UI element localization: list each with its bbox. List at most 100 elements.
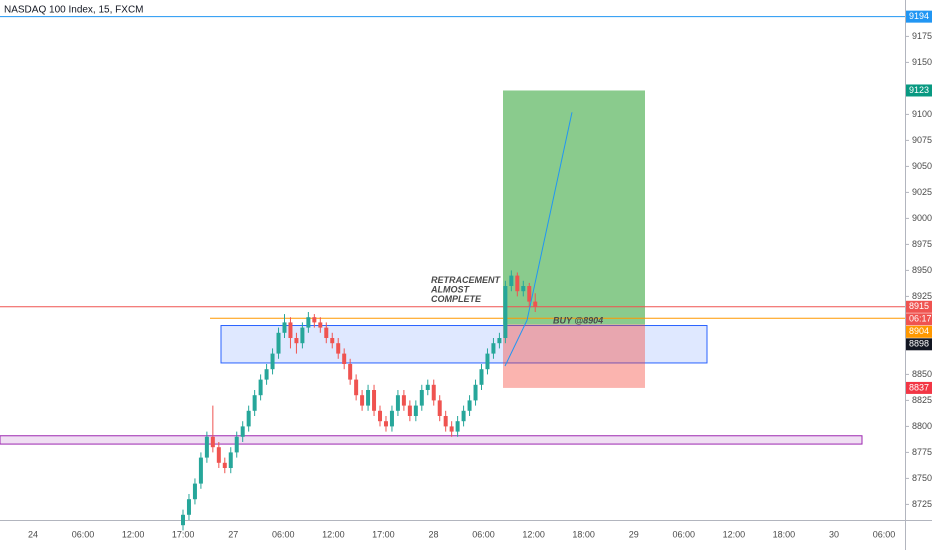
y-tick-label: 8950 [912,265,932,275]
x-tick-label: 30 [829,529,839,539]
y-tick-label: 9050 [912,161,932,171]
candle-body [449,426,454,432]
candle-body [228,452,233,468]
x-tick-label: 06:00 [272,529,295,539]
y-tick-label: 8825 [912,395,932,405]
candle-body [366,390,371,406]
y-tick-label: 9000 [912,213,932,223]
candle-body [479,369,484,385]
candle-body [372,390,377,411]
x-tick-label: 06:00 [673,529,696,539]
y-tick-label: 8925 [912,291,932,301]
candle-body [407,405,412,416]
annotation-line: RETRACEMENT [431,275,502,285]
candle-body [461,410,466,422]
candle-body [455,421,460,432]
price-badge [906,84,932,97]
candle-body [395,395,400,411]
y-tick-label: 8775 [912,447,932,457]
candle-body [276,332,281,354]
price-badge-label: 8898 [909,339,929,349]
candle-body [521,286,526,292]
candle-body [485,353,490,370]
x-tick-label: 12:00 [122,529,145,539]
x-tick-label: 06:00 [873,529,896,539]
candle-body [258,379,263,396]
x-tick-label: 12:00 [522,529,545,539]
y-tick-label: 8750 [912,473,932,483]
candle-body [360,395,365,406]
x-tick-label: 27 [228,529,238,539]
candle-body [533,301,538,307]
annotation: RETRACEMENT ALMOST COMPLETE [430,275,502,304]
x-tick-label: 12:00 [322,529,345,539]
projection-line [504,112,573,367]
candle-body [467,400,472,411]
candle-body [419,390,424,406]
y-tick-label: 8975 [912,239,932,249]
candle-body [318,322,323,328]
candle-body [527,286,532,302]
x-tick-label: 18:00 [773,529,796,539]
x-tick-label: 12:00 [723,529,746,539]
price-badge-label: 9123 [909,85,929,95]
candle-body [383,421,388,427]
annotation: BUY @8904 [553,315,603,325]
y-tick-label: 9150 [912,57,932,67]
y-tick-label: 9175 [912,31,932,41]
y-tick-label: 9100 [912,109,932,119]
stop-zone [503,324,645,388]
x-tick-label: 17:00 [372,529,395,539]
x-tick-label: 24 [28,529,38,539]
candle-body [210,436,215,448]
candle-body [300,327,305,344]
price-badge [906,381,932,394]
candle-body [515,275,520,292]
candle-body [336,343,341,354]
candle-body [192,483,197,500]
candle-body [198,457,203,484]
candle-body [246,410,251,427]
candle-body [204,436,209,458]
price-badge-label: 8915 [909,301,929,311]
candle-body [288,322,293,338]
x-tick-label: 29 [629,529,639,539]
x-tick-label: 06:00 [472,529,495,539]
annotation-line: COMPLETE [431,294,482,304]
candle-body [234,436,239,453]
candle-body [186,499,191,515]
candle-body [216,447,221,463]
candle-body [312,317,317,323]
y-tick-label: 9025 [912,187,932,197]
candle-body [330,338,335,344]
candle-body [425,384,430,390]
candle-body [282,322,287,333]
candle-body [342,353,347,364]
candle-body [437,400,442,416]
candle-body [473,384,478,401]
price-badge [906,338,932,351]
price-badge-label: 8837 [909,382,929,392]
x-tick-label: 17:00 [172,529,195,539]
x-tick-label: 18:00 [572,529,595,539]
y-tick-label: 8850 [912,369,932,379]
candle-body [413,405,418,416]
price-badge [906,10,932,23]
candle-body [181,514,185,526]
candle-body [222,462,227,468]
candle-body [509,275,514,286]
price-badge-label: 9194 [909,11,929,21]
countdown-badge [906,313,932,326]
candle-body [264,369,269,380]
candle-body [491,343,496,354]
candle-body [324,327,329,338]
annotation-line: ALMOST [430,285,470,295]
candle-body [270,353,275,370]
y-tick-label: 9075 [912,135,932,145]
zone [0,435,863,445]
x-tick-label: 28 [428,529,438,539]
candle-body [306,317,311,328]
candle-body [389,410,394,427]
